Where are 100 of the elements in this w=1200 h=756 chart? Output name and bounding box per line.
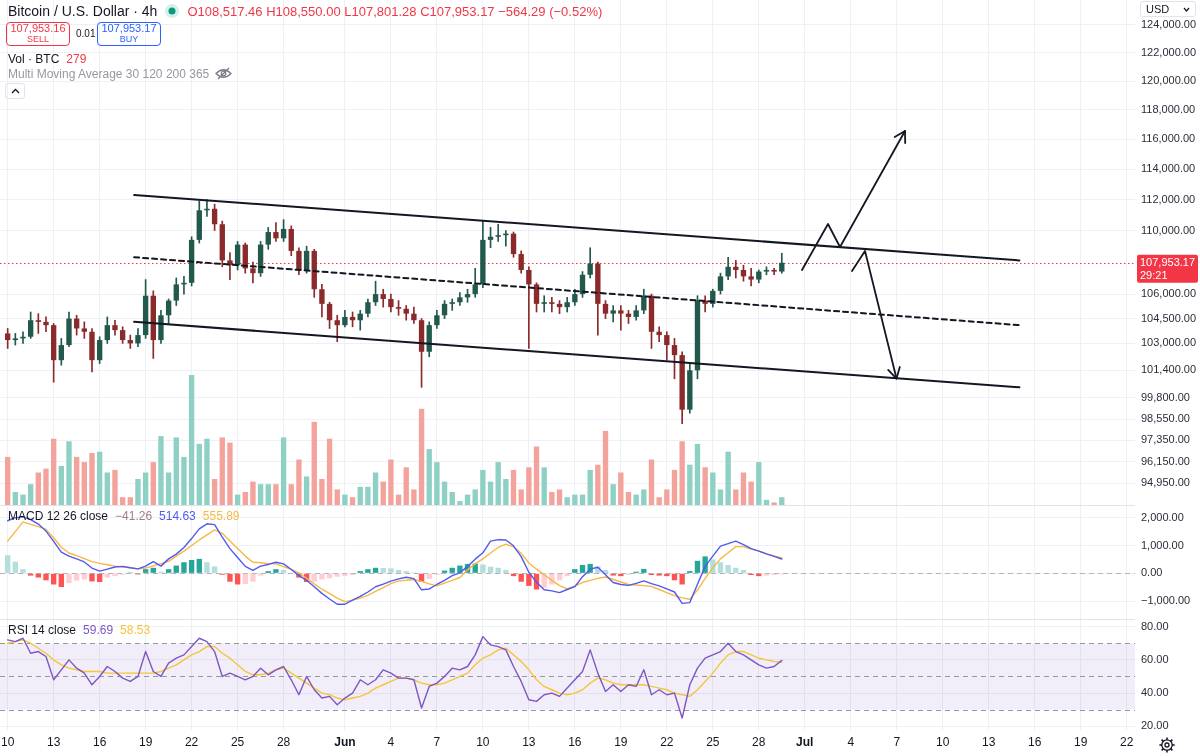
bar [564,497,570,505]
x-tick-label: 25 [230,735,245,750]
bar [625,492,632,505]
bar [503,479,509,505]
bar [89,573,95,582]
bar [196,558,202,573]
bar [12,492,19,505]
annotation: −41.26 [115,508,153,523]
candlestick [35,313,42,334]
bar [518,573,524,582]
y-tick-label: 80.00 [1141,619,1169,632]
annotation: 555.89 [202,508,240,523]
bar [196,443,202,505]
bar [487,481,494,505]
bar [127,497,133,505]
bar [211,566,218,573]
bar [434,462,440,505]
x-tick-label: 16 [1028,735,1042,750]
bar [648,459,655,505]
bar [449,567,455,573]
bar [526,467,532,505]
x-tick-label: 13 [982,735,996,750]
candlestick [12,333,19,346]
bar [411,489,417,505]
y-tick-label: 99,800.00 [1141,390,1190,403]
bar [618,573,624,577]
bar [303,476,310,505]
x-tick-label: 7 [433,735,441,750]
x-tick-label: 4 [847,735,855,750]
y-tick-label: 104,500.00 [1141,311,1197,324]
bar [740,472,747,505]
bar [549,492,555,505]
bar [20,569,26,573]
x-tick-label: 13 [522,735,536,750]
bar [395,570,402,573]
candlestick [449,298,455,311]
candlestick [748,268,754,287]
bar [618,472,624,505]
bar [526,573,532,586]
bar [257,484,264,505]
bar [349,497,356,505]
bar [58,466,64,505]
annotation: 59.69 [83,622,114,637]
bar [104,472,110,505]
currency-dropdown: USD [1140,1,1196,17]
bar [664,489,670,505]
bar [472,489,478,505]
annotation: 58.53 [120,622,151,637]
candlestick [43,316,49,333]
bar [81,462,87,505]
bar [158,436,164,505]
chart-title: Bitcoin / U.S. Dollar · 4h [8,3,158,19]
bar [4,456,11,505]
chart-subtitle: O108,517.46 H108,550.00 L107,801.28 C107,953.17 −564.29 (−0.52%) [187,3,603,19]
y-tick-label: 94,950.00 [1141,476,1190,489]
bar [311,421,317,505]
bar [173,437,179,505]
bar [641,489,647,505]
bar [227,442,233,505]
y-tick-label: 97,350.00 [1141,433,1190,446]
bar [556,489,563,505]
bar [725,451,731,505]
bar [173,565,179,573]
bar [426,573,432,579]
bar [311,573,317,582]
bar [595,464,601,505]
y-tick-label: 96,150.00 [1141,454,1190,467]
candlestick [549,297,555,313]
candlestick [227,252,233,280]
bar [242,492,248,505]
bar [227,573,233,582]
bar [96,573,103,582]
bar [280,437,287,505]
annotation: BUY [119,34,139,45]
bar [27,484,34,505]
y-tick-label: 98,550.00 [1141,412,1190,425]
bar [664,573,670,577]
bar [533,446,540,505]
bar [104,573,110,578]
bar [20,494,26,505]
bar [602,570,609,573]
bar [12,561,19,573]
bar [457,501,463,505]
x-tick-label: 13 [46,735,61,750]
bar [564,573,570,577]
bar [35,573,42,578]
x-tick-label: 28 [276,735,291,750]
bar [441,481,448,505]
bar [403,467,409,505]
bar [518,489,524,505]
candlestick [610,305,616,323]
bar [219,437,225,505]
y-axis-title: USD [1146,3,1170,15]
buy-button: 107,953.17 BUY [97,22,161,46]
annotation: 514.63 [159,508,196,523]
x-tick-label: 22 [184,735,199,750]
bar [250,573,256,582]
bar [388,568,394,573]
x-tick-label: Jun [334,735,356,750]
bar [280,570,287,573]
